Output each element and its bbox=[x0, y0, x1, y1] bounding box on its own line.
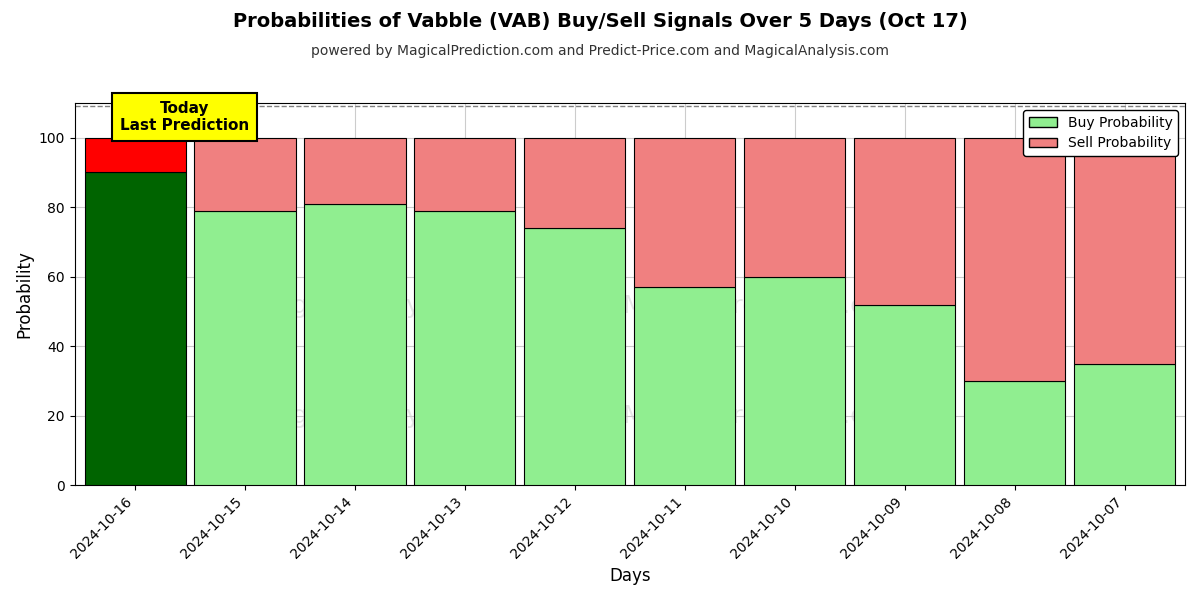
Bar bbox=[964, 138, 1066, 381]
Bar bbox=[194, 211, 295, 485]
Text: powered by MagicalPrediction.com and Predict-Price.com and MagicalAnalysis.com: powered by MagicalPrediction.com and Pre… bbox=[311, 44, 889, 58]
Text: MagicalAnalysis.com: MagicalAnalysis.com bbox=[256, 293, 516, 317]
Bar bbox=[1074, 138, 1175, 364]
Text: MagicalAnalysis.com: MagicalAnalysis.com bbox=[256, 404, 516, 428]
Bar bbox=[635, 287, 736, 485]
Bar bbox=[635, 138, 736, 287]
Bar bbox=[194, 138, 295, 211]
Bar bbox=[964, 381, 1066, 485]
Bar bbox=[854, 305, 955, 485]
Bar bbox=[744, 277, 845, 485]
Legend: Buy Probability, Sell Probability: Buy Probability, Sell Probability bbox=[1024, 110, 1178, 156]
X-axis label: Days: Days bbox=[610, 567, 650, 585]
Text: MagicalPrediction.com: MagicalPrediction.com bbox=[623, 293, 904, 317]
Bar bbox=[1074, 364, 1175, 485]
Bar bbox=[305, 138, 406, 204]
Bar bbox=[524, 138, 625, 228]
Bar bbox=[744, 138, 845, 277]
Bar bbox=[84, 172, 186, 485]
Y-axis label: Probability: Probability bbox=[16, 250, 34, 338]
Text: Today
Last Prediction: Today Last Prediction bbox=[120, 101, 250, 133]
Bar bbox=[414, 211, 516, 485]
Bar bbox=[854, 138, 955, 305]
Bar bbox=[414, 138, 516, 211]
Bar bbox=[524, 228, 625, 485]
Text: Probabilities of Vabble (VAB) Buy/Sell Signals Over 5 Days (Oct 17): Probabilities of Vabble (VAB) Buy/Sell S… bbox=[233, 12, 967, 31]
Bar bbox=[305, 204, 406, 485]
Bar bbox=[84, 138, 186, 172]
Text: MagicalPrediction.com: MagicalPrediction.com bbox=[623, 404, 904, 428]
